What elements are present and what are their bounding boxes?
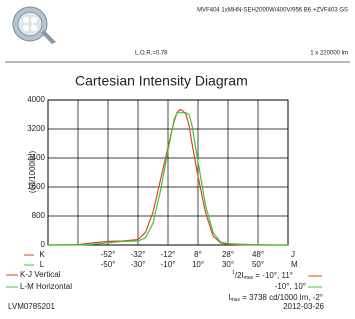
y-tick-label: 3200	[27, 124, 45, 133]
half-max-k: 1/2Imax = -10°, 11°	[232, 270, 293, 281]
x-tick-label: 10°	[192, 260, 204, 269]
y-tick-label: 2400	[27, 153, 45, 162]
x2-tick-label: -32°	[131, 250, 146, 259]
sheet: MVF404 1xMHN-SEH2000W/400V/956 B6 +ZVF40…	[0, 0, 355, 314]
doc-date: 2012-03-26	[283, 302, 324, 311]
axis-end-label: M	[291, 260, 298, 269]
x2-tick-label: -52°	[101, 250, 116, 259]
lamp-flux: 1 x 220000 lm	[310, 51, 348, 57]
x2-tick-label: -12°	[161, 250, 176, 259]
x-tick-label: -10°	[161, 260, 176, 269]
axis-end-label: K	[39, 250, 45, 259]
chart-title: Cartesian Intensity Diagram	[75, 73, 248, 89]
doc-code: LVM0785201	[8, 302, 56, 311]
x2-tick-label: 8°	[194, 250, 202, 259]
y-tick-label: 4000	[27, 95, 45, 104]
page: MVF404 1xMHN-SEH2000W/400V/956 B6 +ZVF40…	[0, 0, 355, 319]
y-tick-label: 0	[41, 240, 46, 249]
axis-end-label: L	[40, 260, 45, 269]
lor: L.O.R.=0.78	[135, 51, 168, 57]
x-tick-label: 30°	[222, 260, 234, 269]
axis-end-label: J	[291, 250, 295, 259]
y-tick-label: 800	[32, 211, 46, 220]
x-tick-label: -50°	[101, 260, 116, 269]
plot: 0 800 1600 2400 3200 4000 -52° -32° -12° 8° 28° 48°…	[24, 95, 298, 269]
legend-label: L-M Horizontal	[20, 282, 72, 291]
x2-tick-label: 28°	[222, 250, 234, 259]
legend-label: K-J Vertical	[20, 270, 61, 279]
x-tick-label: -30°	[131, 260, 146, 269]
x-tick-label: 50°	[252, 260, 264, 269]
half-max-l: -10°, 10°	[275, 282, 306, 291]
x2-tick-label: 48°	[252, 250, 264, 259]
product-name: MVF404 1xMHN-SEH2000W/400V/956 B6 +ZVF40…	[197, 8, 348, 14]
y-tick-label: 1600	[27, 182, 45, 191]
lamp-icon	[13, 7, 56, 44]
